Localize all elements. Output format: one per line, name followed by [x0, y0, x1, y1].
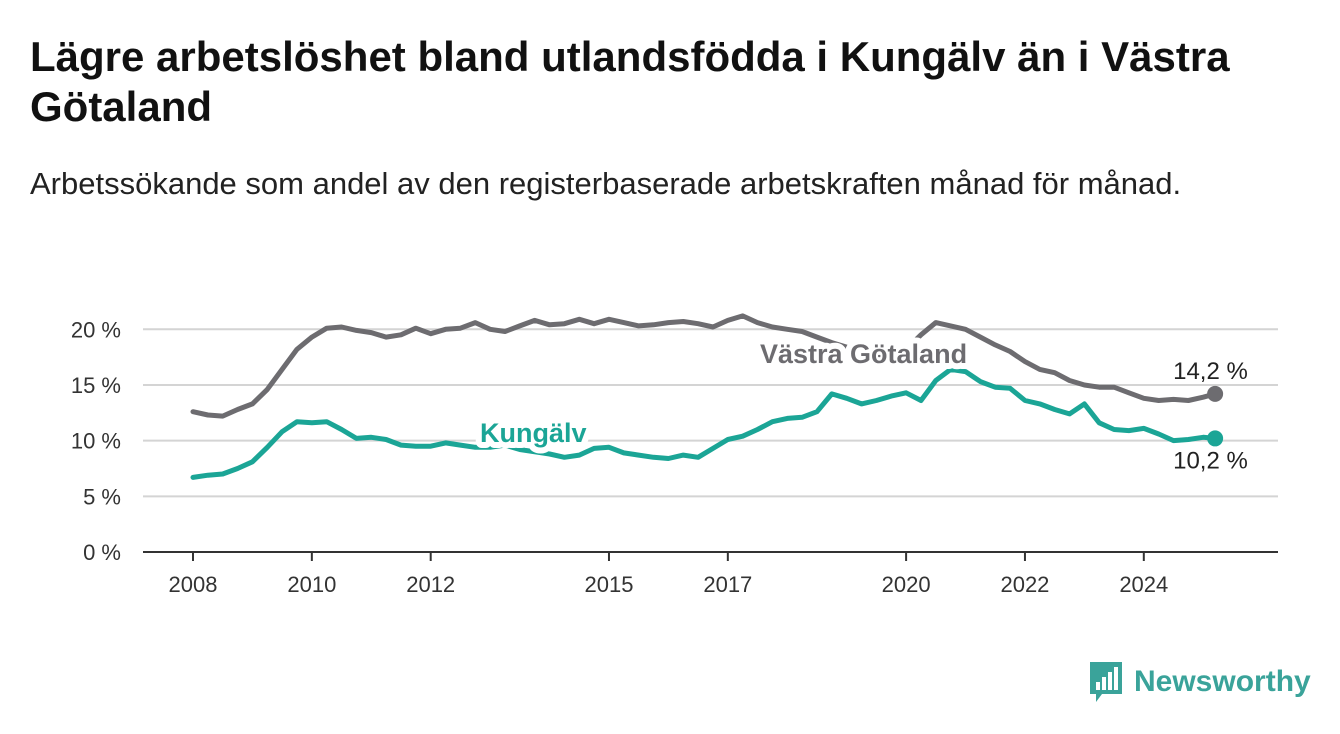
series-end-value-label: 10,2 % — [1173, 447, 1248, 474]
series-end-value-label: 14,2 % — [1173, 358, 1248, 385]
x-tick-label: 2022 — [1000, 572, 1049, 597]
y-tick-label: 20 % — [71, 317, 121, 342]
y-axis-tick-labels: 0 % 5 % 10 % 15 % 20 % — [71, 317, 121, 565]
series-name-label: Västra Götaland — [760, 339, 967, 369]
series-end-point — [1207, 385, 1224, 402]
newsworthy-logo: Newsworthy — [1088, 660, 1311, 704]
x-tick-label: 2020 — [882, 572, 931, 597]
series-name-label: Kungälv — [480, 418, 587, 448]
series-line — [190, 366, 1218, 480]
y-tick-label: 0 % — [83, 540, 121, 565]
y-tick-label: 15 % — [71, 373, 121, 398]
x-tick-label: 2008 — [169, 572, 218, 597]
x-tick-label: 2010 — [287, 572, 336, 597]
y-tick-label: 5 % — [83, 484, 121, 509]
grid-lines — [143, 328, 1278, 498]
x-tick-label: 2024 — [1119, 572, 1168, 597]
series-lines — [190, 313, 1224, 480]
bar-chart-speech-bubble-icon — [1090, 662, 1122, 702]
series-name-label-halo: Kungälv — [480, 418, 587, 448]
series-line — [190, 313, 1218, 419]
x-axis: 2008 2010 2012 2015 2017 2020 2022 2024 — [143, 551, 1278, 597]
series-end-point — [1207, 430, 1224, 447]
x-tick-label: 2015 — [585, 572, 634, 597]
brand-name: Newsworthy — [1134, 665, 1311, 698]
series-name-label-halo: Västra Götaland — [760, 339, 967, 369]
x-tick-label: 2017 — [703, 572, 752, 597]
chart-title: Lägre arbetslöshet bland utlandsfödda i … — [30, 33, 1230, 130]
chart-subtitle: Arbetssökande som andel av den registerb… — [30, 166, 1182, 201]
y-tick-label: 10 % — [71, 429, 121, 454]
x-tick-label: 2012 — [406, 572, 455, 597]
